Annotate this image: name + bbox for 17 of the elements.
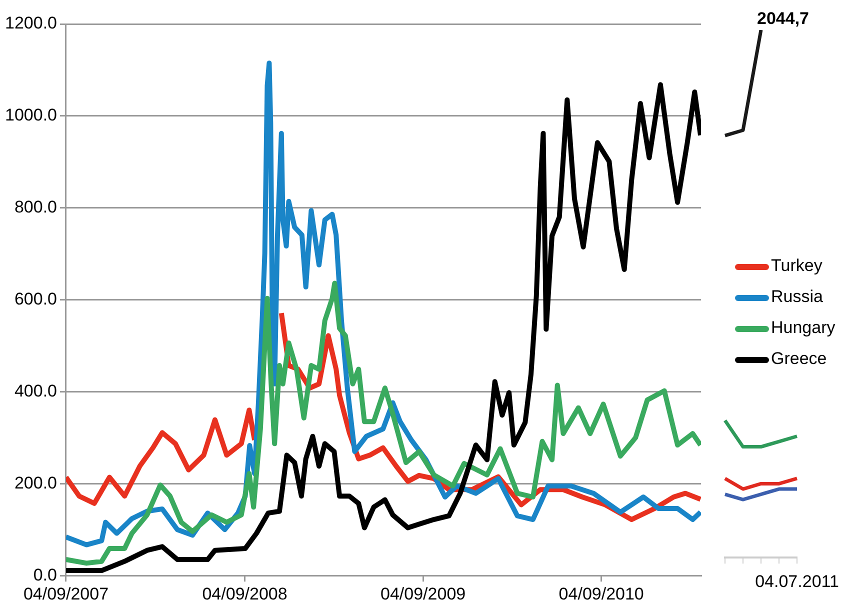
y-tick-label: 800.0 bbox=[14, 198, 57, 217]
y-tick-label: 200.0 bbox=[14, 473, 57, 492]
y-tick-label: 600.0 bbox=[14, 289, 57, 308]
x-tick-label: 04/09/2010 bbox=[558, 584, 644, 604]
legend-label: Turkey bbox=[771, 256, 822, 275]
y-tick-label: 0.0 bbox=[33, 565, 57, 584]
text: 2044,7 bbox=[757, 9, 809, 28]
legend-label: Hungary bbox=[771, 318, 836, 337]
legend-label: Russia bbox=[771, 287, 823, 306]
legend-label: Greece bbox=[771, 349, 827, 368]
x-tick-label: 04/09/2007 bbox=[23, 584, 109, 604]
x-tick-label: 04/09/2009 bbox=[380, 584, 466, 604]
x-tick-label: 04/09/2008 bbox=[202, 584, 288, 604]
y-tick-label: 1200.0 bbox=[4, 14, 57, 33]
y-tick-label: 400.0 bbox=[14, 381, 57, 400]
text: 04.07.2011 bbox=[755, 572, 839, 591]
y-tick-label: 1000.0 bbox=[4, 106, 57, 125]
